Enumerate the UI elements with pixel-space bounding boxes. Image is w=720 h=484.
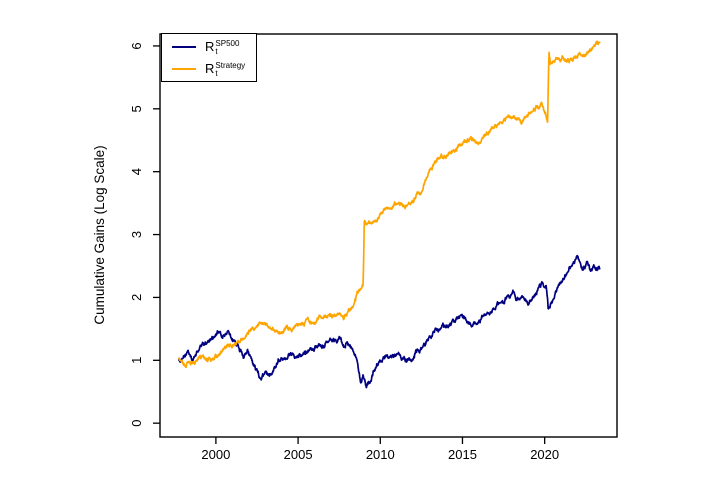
x-tick-label: 2010 (366, 447, 395, 462)
x-tick-label: 2005 (284, 447, 313, 462)
legend-line-sample-strategy (172, 67, 196, 70)
x-tick-label: 2015 (448, 447, 477, 462)
y-axis-ticks: 0 1 2 3 4 5 6 (129, 42, 160, 427)
x-tick-label: 2000 (201, 447, 230, 462)
y-axis-title: Cumulative Gains (Log Scale) (92, 145, 107, 324)
y-tick-label: 3 (129, 231, 144, 238)
legend-item-sp500: R SP500 t (172, 37, 256, 57)
x-axis-ticks: 2000 2005 2010 2015 2020 (201, 437, 559, 462)
y-tick-label: 5 (129, 105, 144, 112)
plot-box (159, 33, 618, 438)
legend-label-sp500: R SP500 t (205, 38, 240, 56)
y-tick-label: 2 (129, 294, 144, 301)
y-tick-label: 6 (129, 42, 144, 49)
series-lines (178, 40, 601, 389)
legend-line-sample-sp500 (172, 45, 196, 48)
y-tick-label: 4 (129, 168, 144, 175)
series-line-strategy (178, 40, 601, 369)
legend-item-strategy: R Strategy t (172, 59, 256, 79)
y-tick-label: 0 (129, 420, 144, 427)
legend-label-strategy: R Strategy t (205, 60, 246, 78)
y-tick-label: 1 (129, 357, 144, 364)
chart-legend: R SP500 t R Strategy t (161, 33, 257, 82)
series-line-sp500 (178, 254, 601, 389)
x-tick-label: 2020 (530, 447, 559, 462)
